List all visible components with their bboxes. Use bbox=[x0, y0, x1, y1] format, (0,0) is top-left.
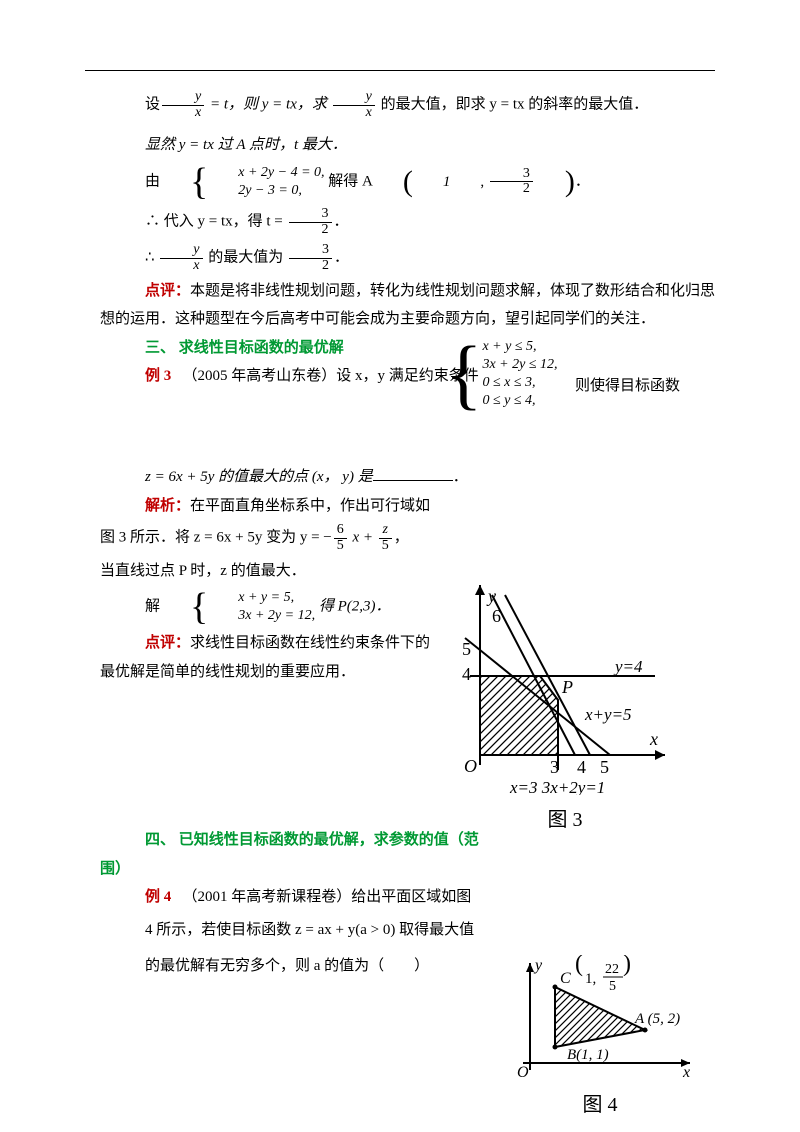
svg-text:x: x bbox=[682, 1064, 690, 1080]
section-3-title: 三、 求线性目标函数的最优解 bbox=[115, 337, 720, 360]
svg-text:y=4: y=4 bbox=[613, 657, 643, 676]
svg-text:O: O bbox=[464, 756, 477, 776]
svg-text:y: y bbox=[486, 586, 496, 606]
comment-label: 点评： bbox=[145, 283, 190, 299]
figure-4-label: 图 4 bbox=[505, 1090, 695, 1120]
svg-text:P: P bbox=[561, 677, 573, 697]
text-line-1: 设yx = t，则 y = tx，求 yx 的最大值，即求 y = tx 的斜率… bbox=[115, 90, 720, 120]
svg-text:22: 22 bbox=[605, 962, 619, 977]
svg-text:5: 5 bbox=[600, 757, 609, 777]
analysis-line-a: 解析：在平面直角坐标系中，作出可行域如 bbox=[115, 495, 720, 518]
svg-text:(: ( bbox=[575, 955, 583, 977]
svg-text:): ) bbox=[623, 955, 631, 977]
example-3: 例 3 （2005 年高考山东卷）设 x，y 满足约束条件 { x + y ≤ … bbox=[115, 365, 720, 455]
svg-text:x+y=5: x+y=5 bbox=[584, 705, 632, 724]
svg-text:5: 5 bbox=[609, 979, 616, 994]
comment-1-line-a: 点评：本题是将非线性规划问题，转化为线性规划问题求解，体现了数形结合和化归思 bbox=[115, 280, 720, 303]
text-line-4: ∴ 代入 y = tx，得 t = 32． bbox=[115, 207, 720, 237]
text-line-2: 显然 y = tx 过 A 点时，t 最大． bbox=[115, 134, 720, 157]
comment-1-line-b: 想的运用．这种题型在今后高考中可能会成为主要命题方向，望引起同学们的关注． bbox=[100, 308, 720, 331]
example-4-line-1: 例 4 （2001 年高考新课程卷）给出平面区域如图 bbox=[115, 886, 720, 909]
svg-text:x: x bbox=[649, 729, 658, 749]
analysis-line-c: 当直线过点 P 时，z 的值最大． bbox=[100, 560, 720, 583]
svg-text:y: y bbox=[533, 957, 543, 974]
example-4-line-2: 4 所示，若使目标函数 z = ax + y(a > 0) 取得最大值 bbox=[115, 915, 720, 945]
svg-text:A (5, 2): A (5, 2) bbox=[634, 1011, 680, 1027]
svg-text:1,: 1, bbox=[585, 971, 596, 987]
figure-4-svg: y x O B(1, 1) A (5, 2) C ( 1, 22 5 ) bbox=[505, 955, 695, 1080]
svg-text:4: 4 bbox=[462, 664, 471, 684]
svg-text:4: 4 bbox=[577, 757, 586, 777]
figure-3: y 4 5 6 3 4 5 O x P y=4 bbox=[450, 580, 680, 835]
section-4-title-b: 围） bbox=[100, 858, 720, 881]
svg-text:B(1, 1): B(1, 1) bbox=[567, 1047, 609, 1063]
objective-line: z = 6x + 5y 的值最大的点 (x， y) 是． bbox=[115, 465, 720, 489]
figure-3-svg: y 4 5 6 3 4 5 O x P y=4 bbox=[450, 580, 680, 795]
figure-3-label: 图 3 bbox=[450, 805, 680, 835]
analysis-line-b: 图 3 所示．将 z = 6x + 5y 变为 y = −65 x + z5， bbox=[100, 523, 720, 553]
svg-text:O: O bbox=[517, 1064, 529, 1080]
page: 设yx = t，则 y = tx，求 yx 的最大值，即求 y = tx 的斜率… bbox=[0, 0, 800, 1132]
answer-blank bbox=[373, 465, 453, 481]
top-rule bbox=[85, 70, 715, 71]
svg-text:x=3 3x+2y=1: x=3 3x+2y=1 bbox=[509, 778, 605, 795]
figure-4: y x O B(1, 1) A (5, 2) C ( 1, 22 5 ) 图 4 bbox=[505, 955, 695, 1120]
text-line-3: 由{x + 2y − 4 = 0,2y − 3 = 0, 解得 A(1, 32)… bbox=[115, 163, 720, 201]
svg-text:C: C bbox=[560, 970, 571, 987]
text-line-5: ∴ yx 的最大值为 32． bbox=[115, 243, 720, 273]
